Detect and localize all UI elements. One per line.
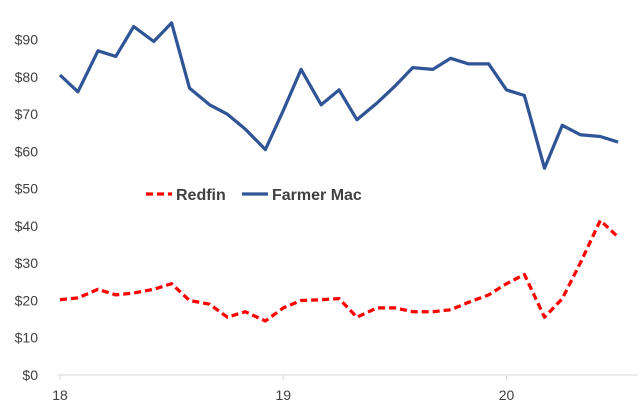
legend-label-farmer-mac: Farmer Mac [272,187,362,204]
x-axis-labels: 18 19 20 [52,387,514,403]
y-tick-label: $70 [15,106,39,122]
y-tick-label: $60 [15,143,39,159]
legend-label-redfin: Redfin [176,187,226,204]
x-axis-ticks [59,375,508,380]
legend: Redfin Farmer Mac [146,187,362,204]
y-tick-label: $40 [15,218,39,234]
y-tick-label: $30 [15,255,39,271]
y-axis-labels: $0 $10 $20 $30 $40 $50 $60 $70 $80 $90 [15,32,39,383]
y-tick-label: $80 [15,69,39,85]
y-tick-label: $50 [15,181,39,197]
x-tick-label: 20 [499,387,515,403]
y-tick-label: $20 [15,292,39,308]
series-line-farmer-mac [58,21,619,170]
x-tick-label: 18 [52,387,68,403]
x-tick-label: 19 [275,387,291,403]
y-tick-label: $10 [15,330,39,346]
series-line-redfin [59,218,620,323]
y-tick-label: $90 [15,32,39,48]
y-tick-label: $0 [22,367,38,383]
series-group [58,21,620,323]
